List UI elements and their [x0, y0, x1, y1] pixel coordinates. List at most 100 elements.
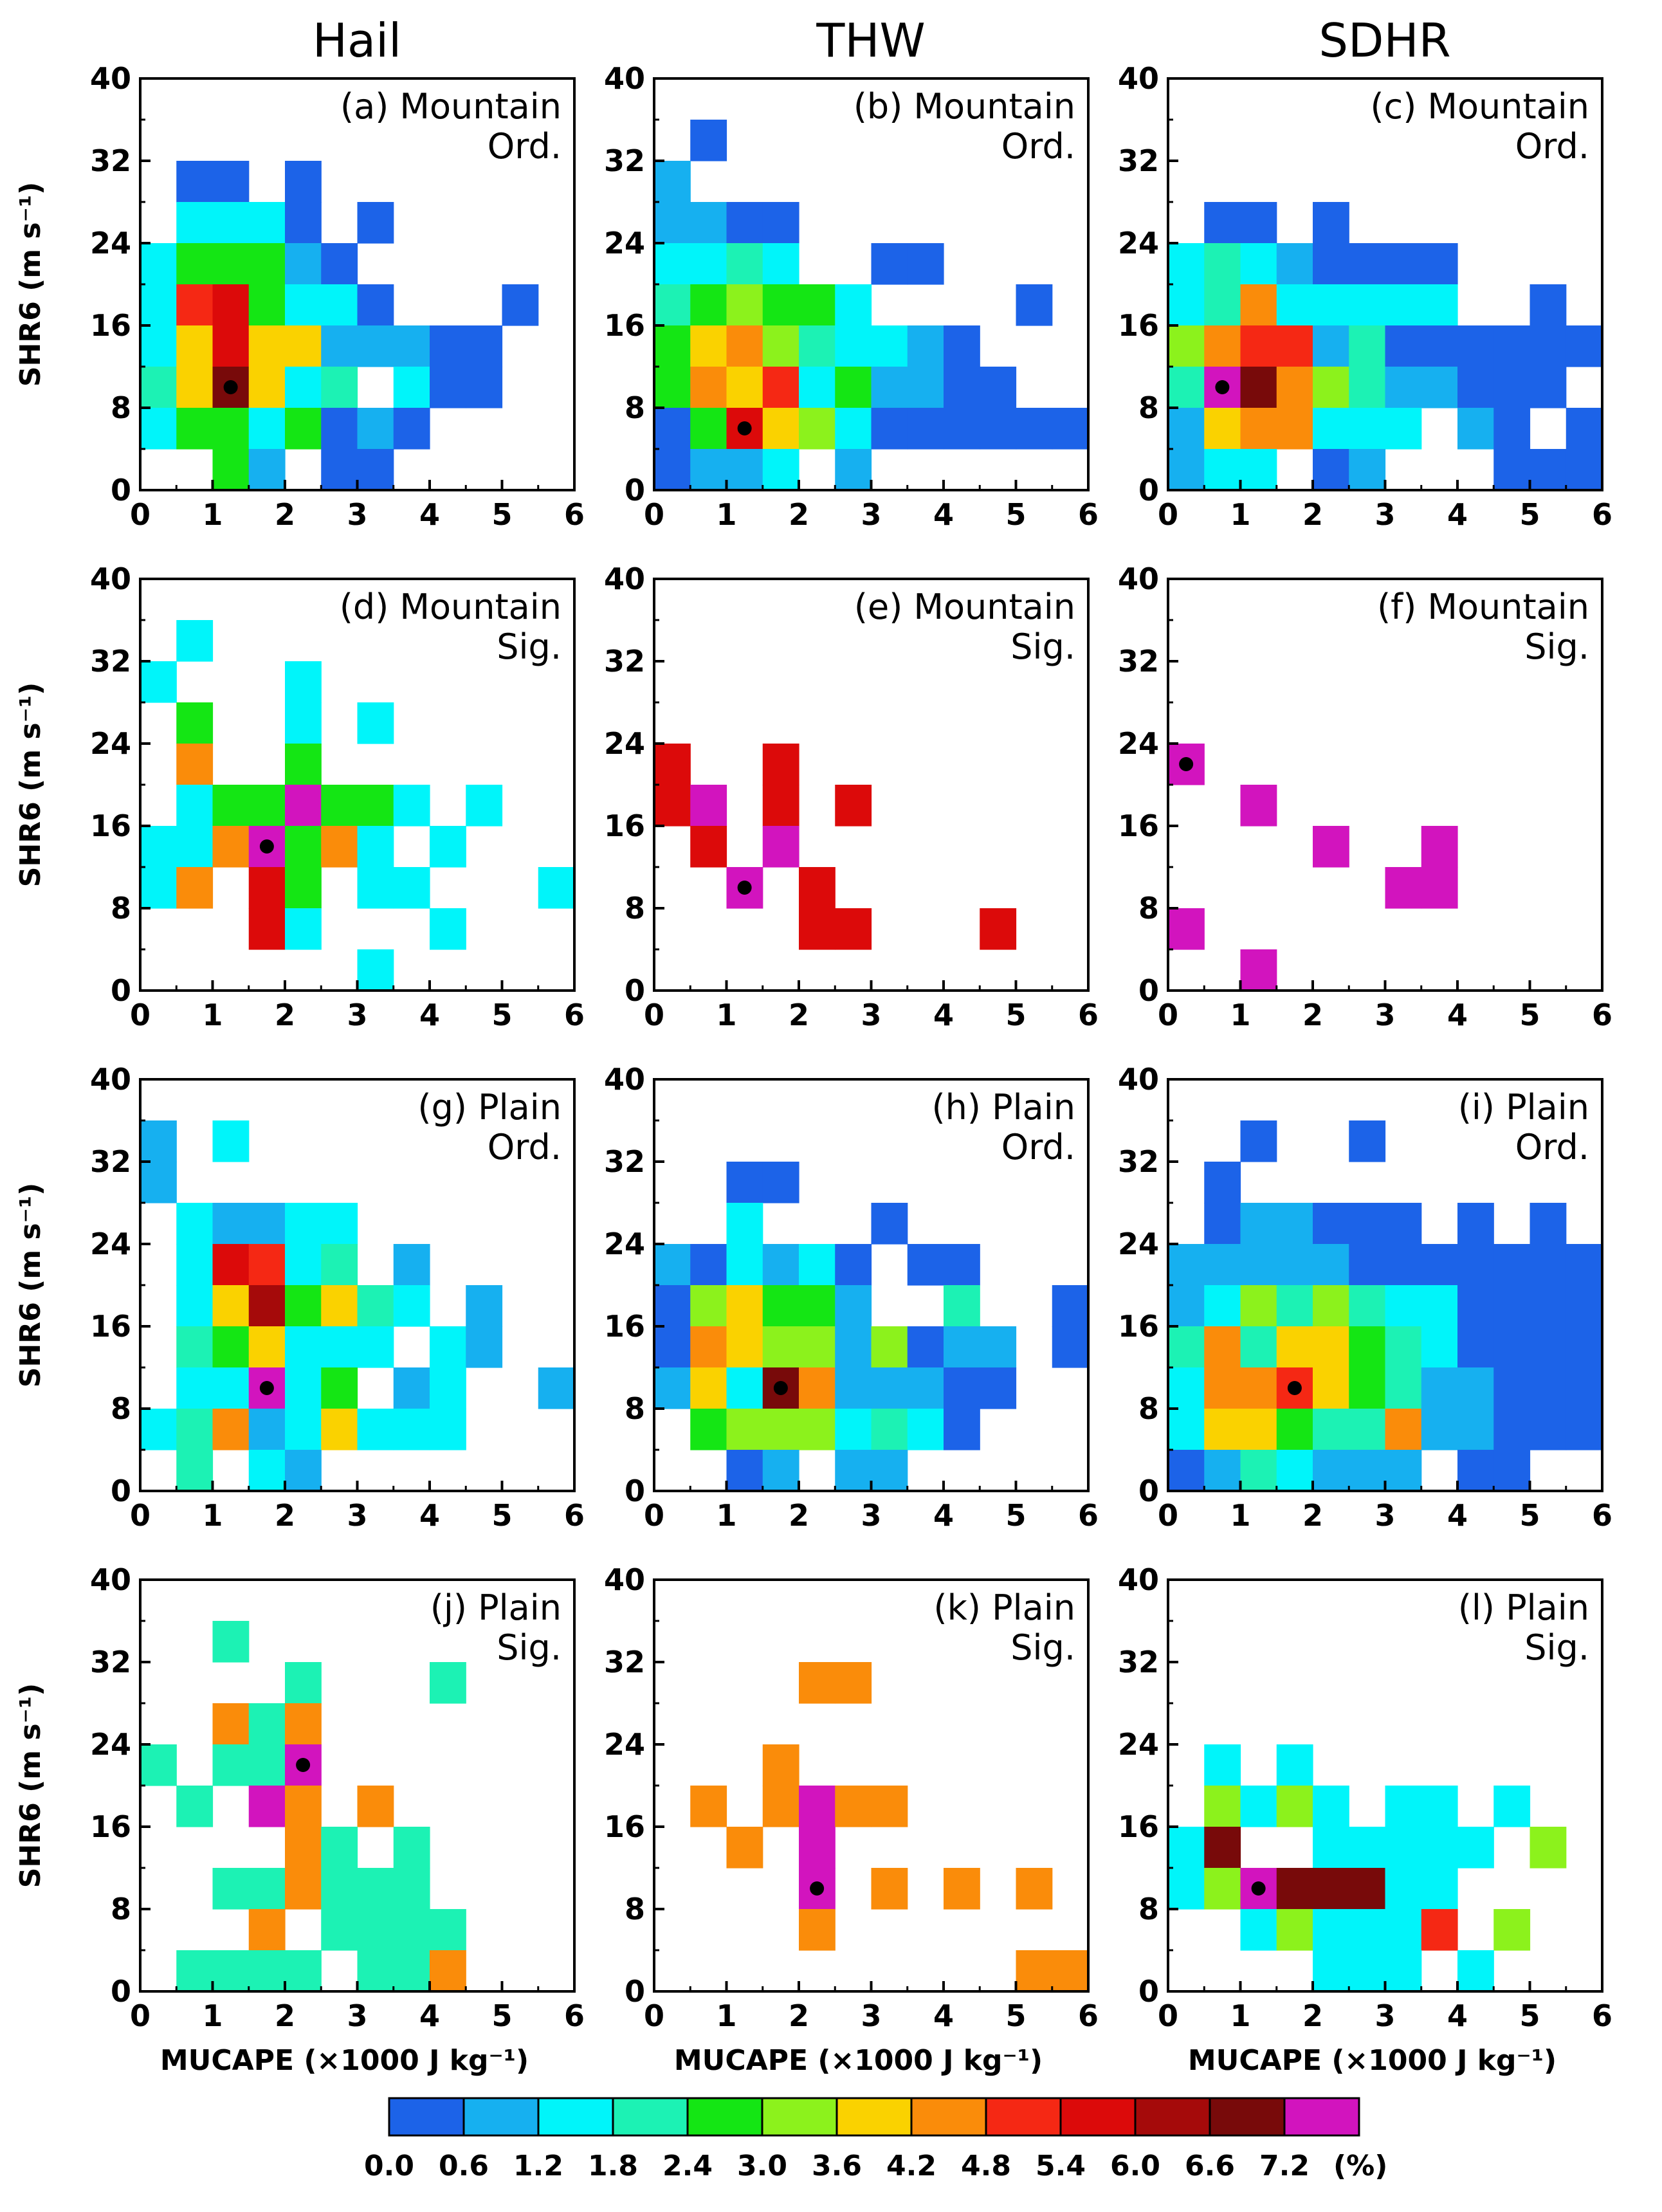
heat-cell-g: [285, 1285, 322, 1327]
max-frequency-dot-e: [737, 881, 752, 895]
y-tick-label: 32: [90, 1144, 131, 1179]
heat-cell-b: [799, 408, 836, 450]
heat-cell-c: [1168, 367, 1205, 408]
heat-cell-d: [357, 785, 394, 827]
heat-cell-b: [690, 449, 727, 491]
heat-cell-l: [1276, 1786, 1313, 1827]
heat-cell-h: [944, 1244, 980, 1286]
x-tick-label: 4: [1447, 998, 1468, 1032]
x-tick-label: 5: [1005, 497, 1026, 532]
heat-cell-c: [1349, 367, 1386, 408]
heat-cell-b: [944, 325, 980, 367]
colorbar-tick-label: 5.4: [1036, 2150, 1086, 2182]
heat-cell-h: [835, 1244, 872, 1286]
heat-cell-g: [285, 1367, 322, 1409]
heat-cell-l: [1349, 1950, 1386, 1992]
heat-cell-i: [1385, 1326, 1422, 1368]
y-tick-label: 8: [111, 1892, 131, 1926]
heat-cell-i: [1204, 1244, 1241, 1286]
heat-cell-b: [907, 243, 944, 285]
y-tick-label: 24: [1118, 1727, 1159, 1762]
heat-cell-c: [1168, 408, 1205, 450]
y-tick-label: 0: [625, 473, 645, 507]
heat-cell-h: [907, 1367, 944, 1409]
heat-cell-d: [285, 785, 322, 827]
column-title-hail: Hail: [313, 14, 401, 68]
heat-cell-b: [690, 243, 727, 285]
heat-cell-d: [212, 785, 250, 827]
max-frequency-dot-c: [1215, 380, 1230, 394]
y-tick-label: 8: [111, 390, 131, 425]
x-tick-label: 2: [275, 497, 295, 532]
colorbar-swatch: [462, 2097, 540, 2137]
heat-cell-i: [1493, 1326, 1531, 1368]
y-tick-label: 0: [1138, 973, 1159, 1008]
heat-cell-i: [1457, 1409, 1494, 1450]
heat-cell-b: [799, 367, 836, 408]
x-tick-label: 3: [861, 998, 881, 1032]
heat-cell-g: [321, 1244, 358, 1286]
y-tick-label: 16: [604, 1809, 645, 1844]
heat-cell-l: [1313, 1909, 1349, 1951]
x-tick-label: 1: [202, 998, 223, 1032]
y-tick-label: 40: [604, 1062, 645, 1097]
heat-cell-c: [1313, 243, 1349, 285]
heat-cell-b: [835, 449, 872, 491]
heat-cell-i: [1276, 1285, 1313, 1327]
heat-cell-j: [248, 1744, 286, 1786]
y-tick-label: 24: [604, 1227, 645, 1261]
y-tick-label: 40: [90, 61, 131, 96]
heat-cell-b: [654, 408, 691, 450]
heat-cell-i: [1240, 1285, 1277, 1327]
heat-cell-a: [466, 325, 503, 367]
heat-cell-i: [1240, 1120, 1277, 1162]
x-tick-label: 4: [419, 1998, 440, 2033]
y-tick-label: 0: [625, 1974, 645, 2009]
heat-cell-f: [1240, 785, 1277, 827]
heat-cell-i: [1421, 1285, 1458, 1327]
heat-cell-c: [1349, 325, 1386, 367]
heat-cell-c: [1421, 367, 1458, 408]
heat-cell-i: [1493, 1409, 1531, 1450]
heat-cell-e: [835, 785, 872, 827]
heat-cell-i: [1276, 1450, 1313, 1492]
heat-cell-i: [1566, 1367, 1603, 1409]
heat-cell-h: [1052, 1285, 1089, 1327]
y-tick-label: 16: [1118, 308, 1159, 343]
x-tick-label: 4: [419, 998, 440, 1032]
heat-cell-h: [762, 1285, 799, 1327]
heat-cell-g: [393, 1285, 430, 1327]
x-tick-label: 6: [1592, 497, 1612, 532]
heat-cell-d: [393, 785, 430, 827]
heat-cell-j: [248, 1786, 286, 1827]
heat-cell-i: [1530, 1285, 1567, 1327]
heat-cell-i: [1168, 1285, 1205, 1327]
y-tick-label: 8: [1138, 891, 1159, 926]
x-tick-label: 1: [1230, 1998, 1250, 2033]
heat-cell-h: [871, 1326, 908, 1368]
heat-cell-a: [285, 202, 322, 244]
heat-cell-a: [321, 325, 358, 367]
heat-cell-j: [212, 1703, 250, 1745]
x-tick-label: 2: [789, 1998, 809, 2033]
heat-cell-d: [248, 867, 286, 909]
heat-cell-k: [944, 1868, 980, 1910]
heat-cell-c: [1530, 449, 1567, 491]
heat-cell-b: [762, 408, 799, 450]
y-tick-label: 16: [1118, 1309, 1159, 1344]
heat-cell-h: [799, 1326, 836, 1368]
colorbar-swatch: [612, 2097, 689, 2137]
heat-cell-d: [248, 908, 286, 950]
heat-cell-d: [248, 785, 286, 827]
heat-cell-b: [726, 367, 763, 408]
heat-cell-d: [285, 661, 322, 703]
heat-cell-b: [654, 161, 691, 203]
heat-cell-j: [140, 1744, 177, 1786]
heat-cell-l: [1530, 1827, 1567, 1869]
y-tick-label: 0: [1138, 1474, 1159, 1508]
colorbar-tick-label: 6.6: [1185, 2150, 1235, 2182]
heat-cell-b: [726, 284, 763, 326]
max-frequency-dot-k: [810, 1881, 825, 1896]
